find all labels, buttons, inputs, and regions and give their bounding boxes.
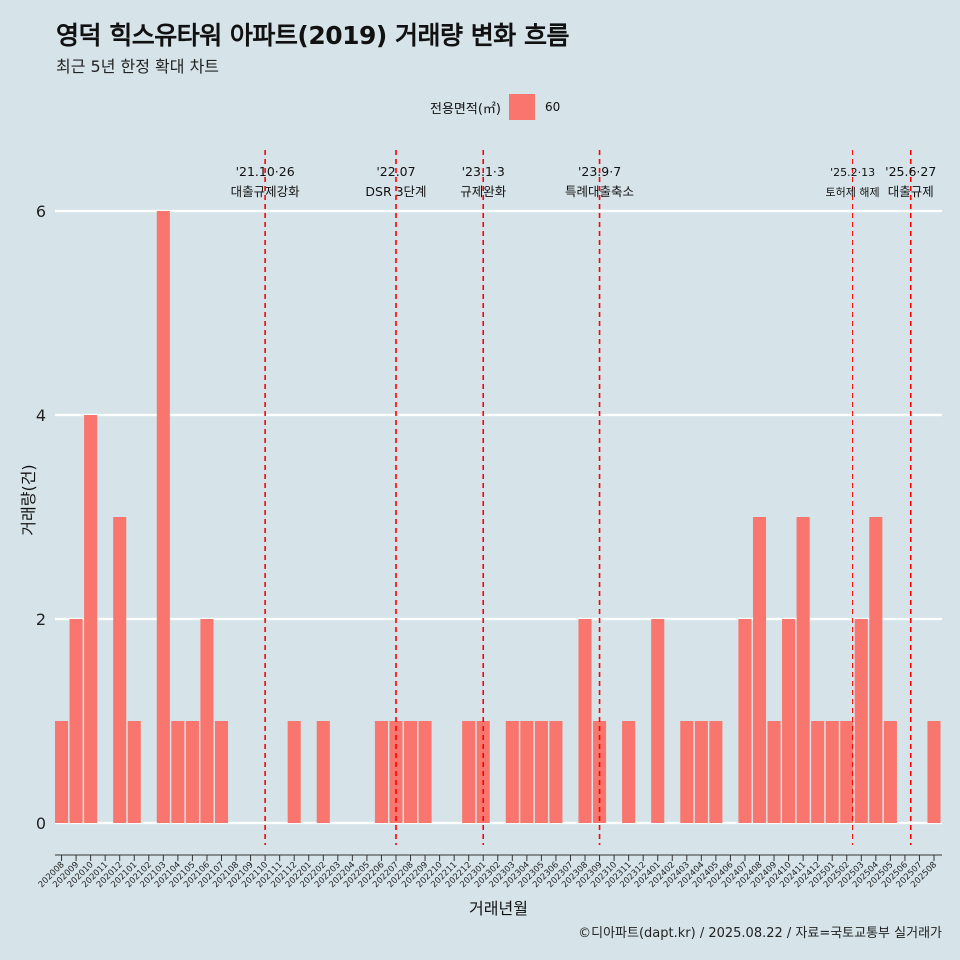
bar-202208 bbox=[403, 721, 418, 823]
event-label-2: 규제완화 bbox=[460, 184, 507, 199]
bar-202501 bbox=[825, 721, 839, 823]
bar-202404 bbox=[694, 721, 708, 823]
bar-202012 bbox=[113, 517, 127, 823]
legend-title: 전용면적(㎡) bbox=[430, 101, 501, 117]
bar-202105 bbox=[185, 721, 199, 823]
bar-202410 bbox=[782, 619, 796, 823]
bar-202503 bbox=[854, 619, 868, 823]
bar-202107 bbox=[214, 721, 229, 823]
bar-202101 bbox=[127, 721, 141, 823]
bar-202504 bbox=[869, 517, 883, 823]
y-tick-label-0: 0 bbox=[36, 814, 46, 833]
y-axis-title: 거래량(건) bbox=[19, 464, 38, 535]
bar-202505 bbox=[883, 721, 897, 823]
event-label-1: DSR 3단계 bbox=[365, 184, 426, 199]
event-date-1: '22.07 bbox=[376, 164, 415, 179]
bar-202009 bbox=[69, 619, 83, 823]
bar-202206 bbox=[374, 721, 388, 823]
bar-202408 bbox=[752, 517, 767, 823]
y-tick-label-6: 6 bbox=[36, 202, 46, 221]
bar-202106 bbox=[200, 619, 214, 823]
event-date-3: '23.9·7 bbox=[578, 164, 621, 179]
bar-202303 bbox=[505, 721, 519, 823]
source-caption: ©디아파트(dapt.kr) / 2025.08.22 / 자료=국토교통부 실… bbox=[578, 926, 942, 941]
x-axis-title: 거래년월 bbox=[469, 899, 528, 918]
event-date-5: '25.6·27 bbox=[885, 164, 936, 179]
y-tick-label-4: 4 bbox=[36, 406, 46, 425]
bar-202305 bbox=[534, 721, 548, 823]
bar-202306 bbox=[549, 721, 563, 823]
bar-202508 bbox=[927, 721, 941, 823]
bar-202502 bbox=[840, 721, 854, 823]
event-label-3: 특례대출축소 bbox=[565, 184, 634, 199]
event-date-4: '25.2·13 bbox=[830, 166, 875, 179]
chart-subtitle: 최근 5년 한정 확대 차트 bbox=[56, 57, 220, 76]
bar-202104 bbox=[171, 721, 185, 823]
y-tick-label-2: 2 bbox=[36, 610, 46, 629]
bar-202405 bbox=[709, 721, 723, 823]
bar-202112 bbox=[287, 721, 301, 823]
bar-202401 bbox=[651, 619, 665, 823]
chart-title: 영덕 힉스유타워 아파트(2019) 거래량 변화 흐름 bbox=[56, 21, 569, 50]
event-label-4: 토허제 해제 bbox=[826, 185, 880, 199]
event-date-2: '23.1·3 bbox=[462, 164, 505, 179]
bar-202304 bbox=[520, 721, 534, 823]
bar-202209 bbox=[418, 721, 432, 823]
legend: 전용면적(㎡) 60 bbox=[430, 94, 560, 120]
bar-202411 bbox=[796, 517, 810, 823]
legend-label: 60 bbox=[544, 100, 561, 114]
event-label-5: 대출규제 bbox=[888, 184, 934, 199]
bar-202311 bbox=[622, 721, 636, 823]
event-label-0: 대출규제강화 bbox=[231, 184, 301, 199]
bar-202103 bbox=[156, 211, 170, 823]
bar-202409 bbox=[767, 721, 781, 823]
bar-202212 bbox=[462, 721, 476, 823]
event-date-0: '21.10·26 bbox=[236, 164, 295, 179]
bar-202403 bbox=[680, 721, 694, 823]
bar-202202 bbox=[316, 721, 330, 823]
bar-202308 bbox=[578, 619, 592, 823]
bar-202412 bbox=[811, 721, 825, 823]
bar-202008 bbox=[55, 721, 69, 823]
bar-202010 bbox=[84, 415, 98, 823]
bar-202407 bbox=[738, 619, 752, 823]
legend-key-swatch bbox=[508, 94, 535, 120]
